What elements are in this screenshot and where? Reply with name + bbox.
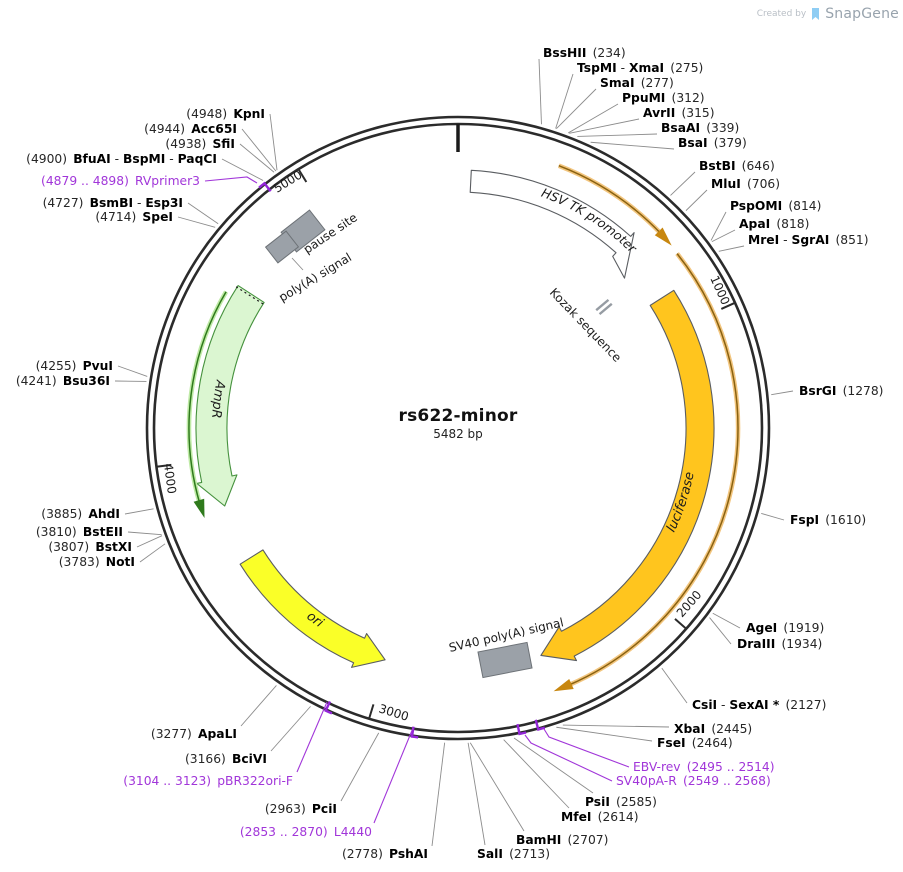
transcript-arc-2	[553, 252, 741, 692]
enzyme-label-FspI: FspI (1610)	[790, 513, 866, 527]
enzyme-label-BstEII: (3810) BstEII	[36, 525, 123, 539]
enzyme-label-FseI: FseI (2464)	[657, 736, 733, 750]
enzyme-label-SfiI: (4938) SfiI	[165, 137, 235, 151]
primer-tick-pBR322ori-F	[324, 700, 333, 715]
enzyme-label-PspOMI: PspOMI (814)	[730, 199, 821, 213]
enzyme-label-BstXI: (3807) BstXI	[48, 540, 132, 554]
feature-label: HSV TK promoter	[539, 185, 640, 256]
enzyme-label-KpnI: (4948) KpnI	[186, 107, 265, 121]
scale-tick-label: 4000	[161, 463, 179, 495]
enzyme-label-SalI: SalI (2713)	[477, 847, 550, 861]
truncation-dotted-line	[235, 286, 264, 305]
feature-ori	[239, 549, 386, 668]
primer-label-SV40pA-R: SV40pA-R (2549 .. 2568)	[616, 774, 771, 788]
primer-tick-SV40pA-R	[516, 723, 527, 736]
scale-tick-label: 3000	[377, 701, 410, 723]
feature-label: AmpR	[208, 378, 228, 419]
enzyme-label-NotI: (3783) NotI	[59, 555, 135, 569]
enzyme-label-AvrII: AvrII (315)	[643, 106, 715, 120]
primer-tick-RVprimer3	[258, 181, 272, 192]
enzyme-label-MreI-SgrAI: MreI - SgrAI (851)	[748, 233, 869, 247]
primer-label-EBV-rev: EBV-rev (2495 .. 2514)	[633, 760, 775, 774]
feature-label: Kozak sequence	[547, 285, 624, 364]
created-by-label: Created by	[756, 9, 807, 19]
enzyme-label-BssHII: BssHII (234)	[543, 46, 626, 60]
enzyme-label-CsiI-SexAI: CsiI - SexAI * (2127)	[692, 698, 826, 712]
enzyme-label-BciVI: (3166) BciVI	[185, 752, 267, 766]
enzyme-label-XbaI: XbaI (2445)	[674, 722, 752, 736]
primer-tick-L4440	[410, 726, 419, 739]
enzyme-label-AgeI: AgeI (1919)	[746, 621, 824, 635]
enzyme-label-PpuMI: PpuMI (312)	[622, 91, 705, 105]
enzyme-sites: BssHII (234)TspMI - XmaI (275)SmaI (277)…	[16, 46, 884, 861]
enzyme-label-DraIII: DraIII (1934)	[737, 637, 822, 651]
branding: Created by SnapGene	[757, 6, 899, 22]
AmpR-translation-arrow	[186, 290, 229, 518]
feature-kozak-sequence: Kozak sequence	[547, 285, 624, 364]
enzyme-label-ApaLI: (3277) ApaLI	[151, 727, 237, 741]
enzyme-label-ApaI: ApaI (818)	[739, 217, 809, 231]
enzyme-label-TspMI-XmaI: TspMI - XmaI (275)	[577, 61, 703, 75]
primer-label-pBR322ori-F: (3104 .. 3123) pBR322ori-F	[123, 774, 293, 788]
enzyme-label-BstBI: BstBI (646)	[699, 159, 775, 173]
feature-luciferase	[540, 289, 715, 662]
brand-name: SnapGene	[825, 6, 899, 22]
feature-ampr	[195, 285, 265, 507]
enzyme-label-PshAI: (2778) PshAI	[342, 847, 428, 861]
enzyme-label-PvuI: (4255) PvuI	[36, 359, 113, 373]
enzyme-label-PciI: (2963) PciI	[265, 802, 337, 816]
primers: (4879 .. 4898) RVprimer3 (3104 .. 3123) p…	[41, 174, 775, 839]
enzyme-label-BfuAI-BspMI-PaqCI: (4900) BfuAI - BspMI - PaqCI	[26, 152, 217, 166]
primer-label-L4440: (2853 .. 2870) L4440	[240, 825, 372, 839]
feature-hsv-tk-promoter	[469, 169, 635, 279]
enzyme-label-BsrGI: BsrGI (1278)	[799, 384, 883, 398]
enzyme-label-BsaI: BsaI (379)	[678, 136, 747, 150]
enzyme-label-BsmBI-Esp3I: (4727) BsmBI - Esp3I	[43, 196, 183, 210]
enzyme-label-AhdI: (3885) AhdI	[41, 507, 120, 521]
primer-label-RVprimer3: (4879 .. 4898) RVprimer3	[41, 174, 200, 188]
snapgene-logo-icon	[812, 8, 820, 20]
feature-label: poly(A) signal	[276, 250, 354, 304]
transcript-arc-1	[557, 163, 672, 246]
enzyme-label-BsaAI: BsaAI (339)	[661, 121, 739, 135]
enzyme-label-BamHI: BamHI (2707)	[516, 833, 608, 847]
enzyme-label-Acc65I: (4944) Acc65I	[144, 122, 237, 136]
enzyme-label-Bsu36I: (4241) Bsu36I	[16, 374, 110, 388]
scale-tick-label: 5000	[271, 168, 304, 196]
enzyme-label-MluI: MluI (706)	[711, 177, 780, 191]
enzyme-label-SpeI: (4714) SpeI	[95, 210, 173, 224]
primer-tick-EBV-rev	[534, 719, 546, 731]
enzyme-label-SmaI: SmaI (277)	[600, 76, 674, 90]
enzyme-label-PsiI: PsiI (2585)	[585, 795, 657, 809]
enzyme-label-MfeI: MfeI (2614)	[561, 810, 639, 824]
